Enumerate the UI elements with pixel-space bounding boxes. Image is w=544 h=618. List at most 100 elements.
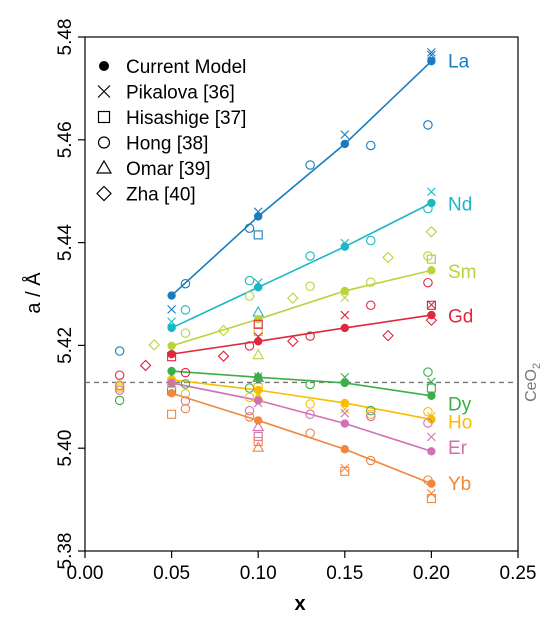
series-label-la: La	[448, 52, 470, 73]
x-tick-label: 0.25	[500, 563, 537, 584]
legend-pikalova-label: Pikalova [36]	[126, 83, 235, 104]
gd-hong-point	[244, 341, 255, 351]
la-pikalova-point	[427, 50, 436, 60]
fit-line-gd	[171, 314, 432, 355]
er-hong-point	[244, 405, 255, 416]
la-hong-point	[305, 160, 315, 170]
legend-omar-marker	[95, 159, 113, 174]
la-hong-point	[423, 120, 433, 130]
legend-hisashige-marker	[97, 110, 111, 124]
x-tick-label: 0.20	[413, 563, 450, 584]
reference-line-group: CeO2	[85, 363, 543, 402]
nd-model-point	[167, 323, 176, 333]
sm-pikalova-point	[340, 293, 350, 302]
la-pikalova-point	[427, 48, 436, 57]
sm-hong-point	[244, 291, 255, 301]
gd-pikalova-point	[427, 300, 436, 310]
ho-hong-point	[180, 388, 191, 399]
yb-hong-point	[244, 412, 255, 422]
plot-frame	[84, 36, 519, 552]
gd-model-point	[427, 310, 436, 320]
sm-model-point	[254, 314, 263, 324]
dy-model-point	[167, 366, 176, 376]
gd-hisashige-point	[253, 319, 263, 329]
y-tick-label: 5.46	[55, 121, 76, 158]
series-label-nd: Nd	[448, 195, 472, 216]
nd-hong-point	[180, 305, 191, 315]
gd-zha-point	[217, 350, 230, 362]
gd-hong-point	[180, 367, 191, 378]
ho-hong-point	[244, 392, 255, 403]
la-hisashige-point	[253, 230, 263, 240]
dy-model-point	[340, 378, 349, 388]
gd-zha-point	[287, 335, 299, 348]
er-model-point	[340, 419, 349, 428]
series-label-er: Er	[448, 438, 468, 459]
la-hong-point	[114, 346, 125, 356]
sm-zha-point	[148, 339, 161, 351]
yb-hong-point	[114, 381, 125, 391]
x-tick-label: 0.05	[153, 563, 190, 584]
er-hong-point	[114, 385, 125, 395]
ceo2-reference-label: CeO2	[523, 363, 543, 402]
legend-pikalova-marker	[97, 85, 111, 98]
gd-hisashige-point	[426, 300, 436, 310]
sm-zha-point	[287, 292, 299, 304]
gd-model-point	[167, 349, 176, 359]
er-hong-point	[366, 411, 376, 422]
yb-hong-point	[366, 455, 376, 466]
gd-hong-point	[114, 370, 125, 380]
plot-area	[84, 36, 519, 552]
legend-hisashige-label: Hisashige [37]	[126, 108, 246, 129]
fit-line-la	[171, 60, 432, 297]
y-axis-title: a / Å	[22, 272, 45, 314]
dy-hong-point	[114, 395, 125, 406]
dy-model-point	[427, 391, 436, 400]
la-model-point	[254, 212, 263, 221]
sm-zha-point	[217, 324, 230, 337]
gd-zha-point	[425, 314, 438, 326]
er-pikalova-point	[340, 408, 350, 418]
sm-zha-point	[425, 226, 438, 238]
er-hong-point	[180, 396, 191, 406]
er-hong-point	[305, 409, 315, 420]
yb-pikalova-point	[427, 489, 436, 498]
y-tick-label: 5.48	[55, 19, 76, 56]
er-hisashige-point	[253, 431, 263, 441]
dy-hong-point	[305, 379, 315, 390]
x-tick-label: 0.00	[67, 563, 104, 584]
yb-model-point	[427, 479, 436, 488]
fit-line-yb	[171, 392, 432, 485]
la-pikalova-point	[167, 305, 176, 314]
gd-hong-point	[366, 300, 376, 311]
yb-model-point	[167, 389, 176, 398]
gd-zha-point	[139, 359, 152, 372]
gd-zha-point	[382, 329, 394, 342]
legend-zha-marker	[96, 185, 112, 202]
er-model-point	[427, 447, 436, 456]
legend-omar-label: Omar [39]	[126, 159, 210, 180]
series-label-dy: Dy	[448, 394, 472, 415]
fit-line-nd	[171, 202, 432, 329]
fit-line-ho	[171, 379, 432, 421]
ho-hong-point	[423, 406, 433, 417]
yb-omar-point	[252, 441, 265, 452]
sm-hong-point	[366, 277, 376, 287]
sm-model-point	[340, 286, 349, 296]
x-tick-label: 0.15	[326, 563, 363, 584]
la-hong-point	[244, 223, 255, 233]
dy-hong-point	[366, 405, 376, 416]
la-pikalova-point	[340, 130, 350, 140]
yb-hisashige-point	[253, 436, 263, 447]
dy-model-point	[254, 373, 263, 382]
legend-hong-label: Hong [38]	[126, 134, 208, 155]
gd-model-point	[340, 323, 349, 333]
axes-group: 0.00 0.05 0.10 0.15 0.20 0.25 5.38 5.40 5.42 5.44…	[55, 19, 536, 584]
markers-group	[114, 48, 438, 504]
legend-hong-marker	[97, 136, 111, 149]
nd-pikalova-point	[167, 317, 176, 327]
series-label-yb: Yb	[448, 474, 471, 495]
yb-hisashige-point	[426, 494, 436, 504]
er-hong-point	[423, 418, 433, 428]
